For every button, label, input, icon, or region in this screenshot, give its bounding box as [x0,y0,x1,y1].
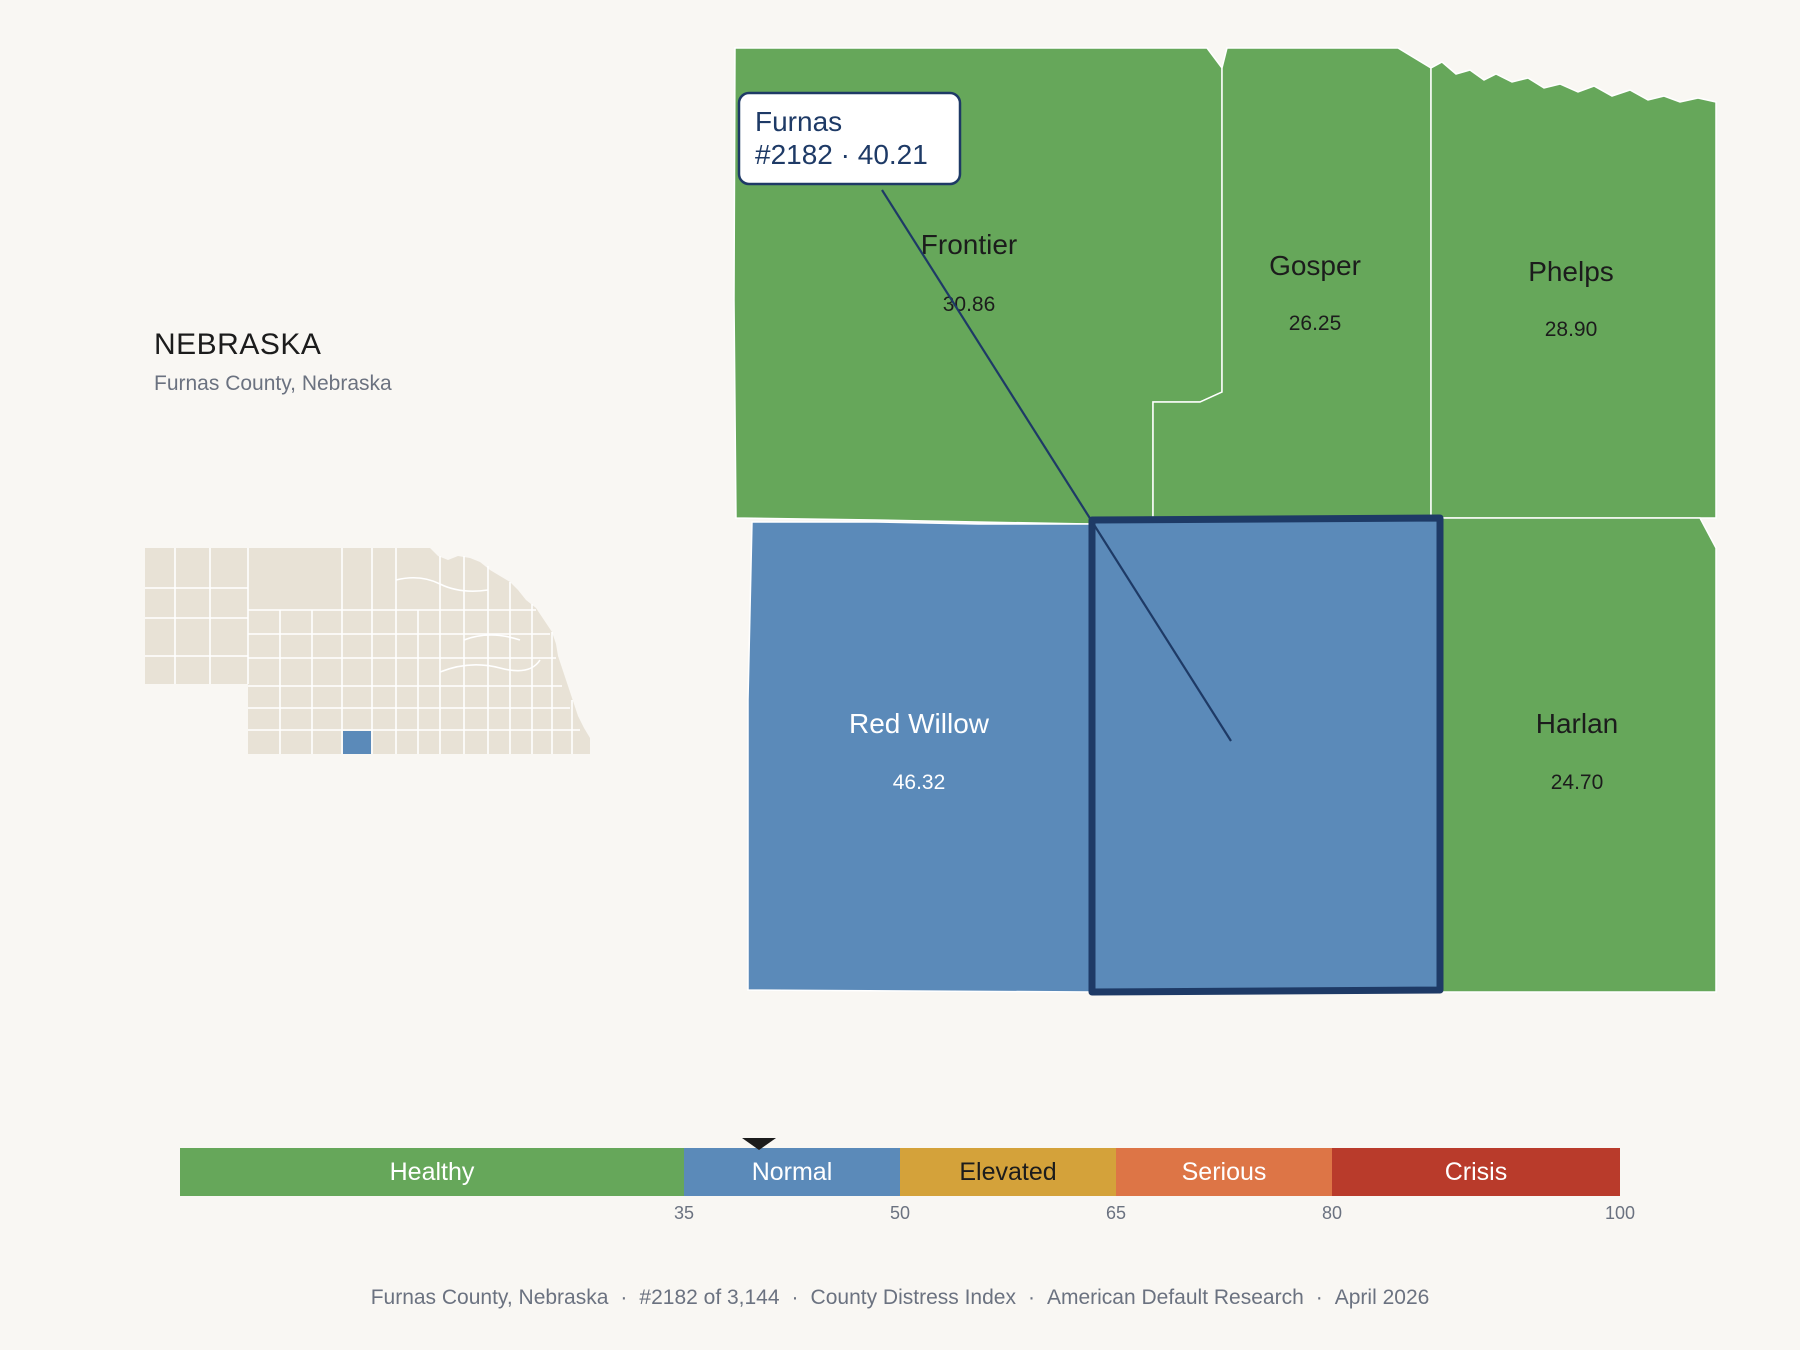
value-frontier: 30.86 [943,293,996,316]
scale-band-normal [684,1148,900,1196]
value-phelps: 28.90 [1545,318,1598,341]
footer-credits: Furnas County, Nebraska · #2182 of 3,144 · C… [370,1286,1430,1309]
scale-tick-label: 80 [1322,1203,1342,1223]
inset-highlight-furnas [343,731,371,754]
scale-band-label-healthy: Healthy [390,1158,475,1186]
label-harlan: Harlan [1536,708,1618,739]
footer-index: County Distress Index [810,1286,1016,1309]
callout-leader-line [881,189,1232,742]
scale-tick-label: 50 [890,1203,910,1223]
label-gosper: Gosper [1269,250,1361,281]
scale-band-healthy [180,1148,684,1196]
state-subtitle: Furnas County, Nebraska [154,372,392,395]
state-locator-inset [145,548,590,754]
scale-marker [742,1138,777,1150]
scale-tick-label: 100 [1605,1203,1635,1223]
callout-county-name: Furnas [755,106,842,137]
label-red-willow: Red Willow [849,708,990,739]
scale-band-label-normal: Normal [752,1158,833,1186]
county-phelps [1430,61,1717,519]
scale-tick-label: 35 [674,1203,694,1223]
footer-date: April 2026 [1334,1286,1430,1309]
value-red-willow: 46.32 [893,771,946,794]
value-harlan: 24.70 [1551,771,1604,794]
scale-band-label-elevated: Elevated [959,1158,1056,1186]
county-labels: Frontier 30.86 Gosper 26.25 Phelps 28.90… [849,229,1618,794]
footer-county: Furnas County, Nebraska [370,1286,609,1309]
county-shapes [733,47,1717,996]
scale-band-label-serious: Serious [1182,1158,1267,1186]
scale-band-label-crisis: Crisis [1445,1158,1508,1186]
scale-tick-label: 65 [1106,1203,1126,1223]
callout-box [737,91,962,186]
label-phelps: Phelps [1528,256,1614,287]
state-name: NEBRASKA [154,328,322,361]
footer-rank: #2182 of 3,144 [639,1286,780,1309]
scale-band-elevated [900,1148,1116,1196]
county-gosper [1152,47,1432,519]
county-furnas [1088,514,1444,996]
label-frontier: Frontier [921,229,1017,260]
footer-source: American Default Research [1046,1286,1304,1309]
nebraska-outline [145,548,590,754]
value-gosper: 26.25 [1289,312,1342,335]
callout-rank-score: #2182 · 40.21 [755,139,928,170]
scale-band-serious [1116,1148,1332,1196]
county-callout: Furnas #2182 · 40.21 [737,91,1232,742]
county-red-willow [747,521,1093,993]
scale-band-crisis [1332,1148,1620,1196]
county-harlan [1439,517,1717,993]
distress-scale-legend: Healthy Normal Elevated Serious Crisis 35 50 65… [180,1138,1635,1223]
inset-county-lines [145,548,580,754]
